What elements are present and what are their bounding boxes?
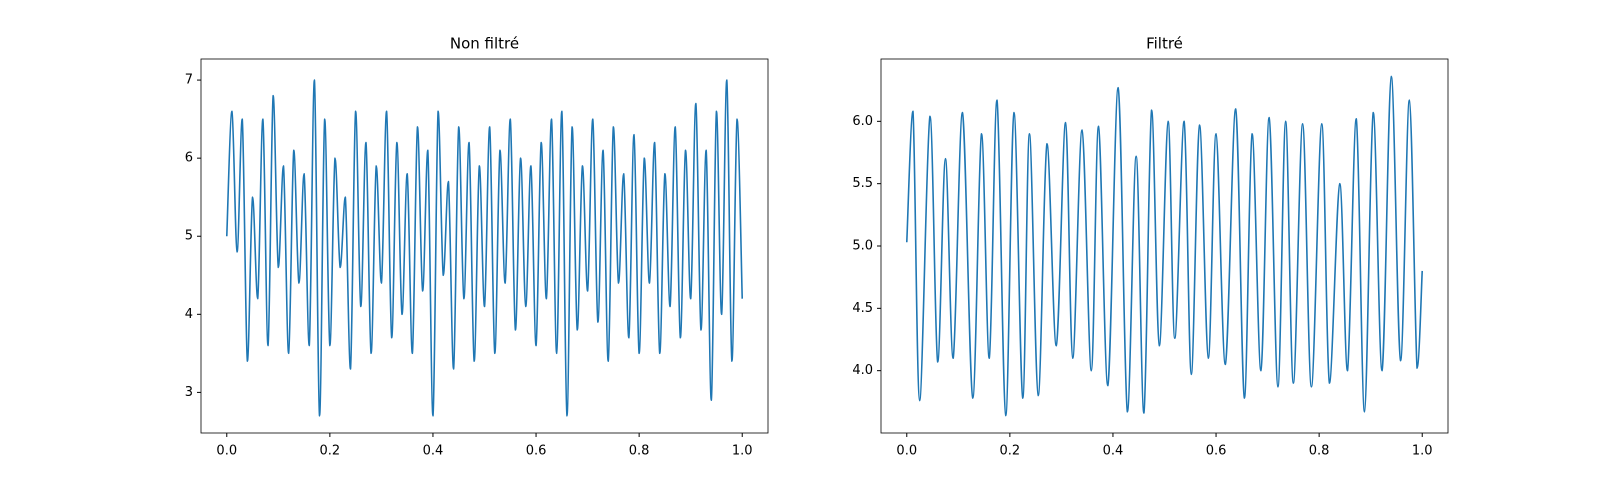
data-line [905,75,1424,417]
x-tick-label: 0.4 [423,444,444,459]
subplot-title: Non filtré [450,35,519,53]
x-tick-label: 0.6 [1206,444,1227,459]
axes-frame [200,58,769,434]
x-tick-label: 0.0 [216,444,237,459]
x-tick-label: 0.8 [1309,444,1330,459]
y-tick-label: 5.0 [852,239,873,254]
subplot-title: Filtré [1146,35,1183,53]
y-tick-label: 5 [185,229,193,244]
x-tick-label: 0.4 [1103,444,1124,459]
x-tick-label: 0.6 [526,444,547,459]
y-tick-label: 4.0 [852,363,873,378]
x-tick-label: 1.0 [732,444,753,459]
x-tick-label: 0.8 [629,444,650,459]
y-tick-label: 6.0 [852,114,873,129]
y-tick-label: 4.5 [852,301,873,316]
x-tick-label: 0.2 [320,444,341,459]
y-tick-label: 7 [185,73,193,88]
y-tick-label: 6 [185,151,193,166]
x-tick-label: 1.0 [1412,444,1433,459]
data-line [225,79,744,417]
x-tick-label: 0.0 [896,444,917,459]
y-tick-label: 5.5 [852,176,873,191]
y-tick-label: 3 [185,385,193,400]
y-tick-label: 4 [185,307,193,322]
x-tick-label: 0.2 [1000,444,1021,459]
axes-frame [880,58,1449,434]
